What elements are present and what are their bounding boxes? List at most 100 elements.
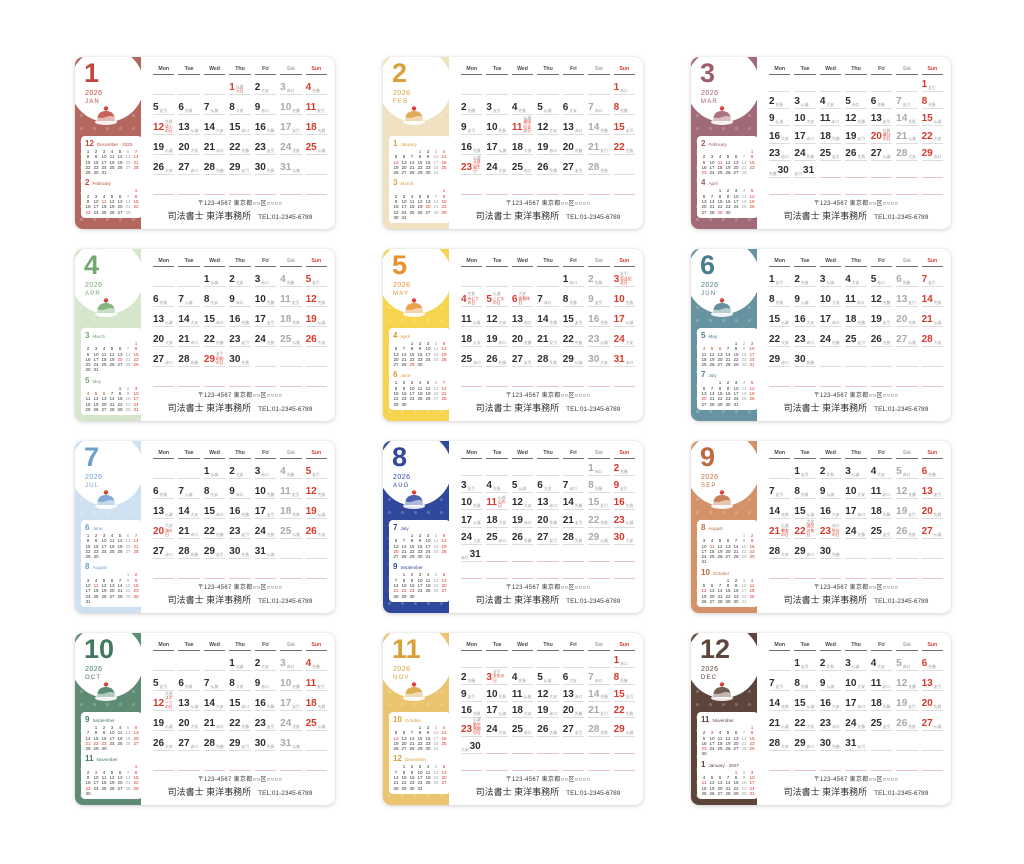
date-number: 13 xyxy=(153,506,165,517)
rokuyo-label: 仏滅 xyxy=(518,487,526,492)
date-annotation: 先勝 xyxy=(883,513,891,517)
date-cell: 10 先負 xyxy=(613,287,635,307)
date-number: 29 xyxy=(203,354,215,365)
date-cell: 7 友引 xyxy=(896,92,918,110)
mini-calendar-title: 12 December xyxy=(393,754,448,763)
mini-day: 8 xyxy=(126,577,130,583)
date-number: 30 xyxy=(588,354,600,365)
mini-day: 4 xyxy=(102,193,106,199)
mini-day: 21 xyxy=(741,740,747,746)
date-number: 8 xyxy=(794,486,800,497)
date-cell: 9 仏滅 xyxy=(794,287,816,307)
date-number: 5 xyxy=(511,480,518,492)
empty-cell xyxy=(511,754,534,771)
mini-month-label: October xyxy=(404,718,422,723)
date-cell: 29 赤口 xyxy=(769,347,791,367)
empty-cell xyxy=(178,175,200,195)
rokuyo-label: 先勝 xyxy=(523,538,532,543)
date-number: 27 xyxy=(537,531,549,543)
date-cell: 30 大安 xyxy=(613,528,635,545)
panel-circle xyxy=(75,249,144,314)
mini-day: 29 xyxy=(125,593,131,599)
date-cell: 14 大安 xyxy=(178,307,200,327)
date-cell: 21 仏滅 xyxy=(896,126,918,144)
date-row: 17 仏滅 18 大安 19 赤口 20 先勝 21 友引 22 先負 23 仏滅 xyxy=(459,510,637,528)
mini-calendar-title: 4 April xyxy=(701,178,756,187)
date-cell xyxy=(537,459,559,477)
date-cell: 16 先負 xyxy=(613,493,635,511)
mini-day: 30 xyxy=(409,785,415,791)
month-grid-area: Mon Tue Wed Thu Fri Sat Sun 1 赤口 2 先勝 3 友引 4 先負 5 仏滅 6 大安… xyxy=(459,448,637,579)
date-cell: 3 友引 憲法記念日 xyxy=(613,267,635,287)
mini-day: 21 xyxy=(401,548,407,554)
weekday-label: Wed xyxy=(203,448,226,459)
date-annotation: 先勝 xyxy=(468,679,476,683)
rokuyo-label: 赤口 xyxy=(594,469,603,474)
date-cell: 23 赤口 xyxy=(819,711,842,731)
panel-circle xyxy=(691,633,760,698)
date-number: 27 xyxy=(178,162,190,173)
mini-day: 27 xyxy=(393,362,399,368)
month-grid-area: Mon Tue Wed Thu Fri Sat Sun 1 仏滅 2 大安 3 赤口 4 先勝 5 友引 6 先負… xyxy=(151,448,329,579)
date-number: 22 xyxy=(229,142,241,153)
date-annotation: 先勝 xyxy=(241,725,249,729)
office-address: 〒123-4567 東京都○○区○○○○ xyxy=(197,777,283,783)
mini-day: 22 xyxy=(401,588,407,594)
date-number: 10 xyxy=(845,486,857,497)
mini-calendar-grid: 1 2 3 4 5 6 7 8 9 10 11 12 13 14 15 16 17 18 19 20 21 22 23 24 2… xyxy=(84,386,140,412)
panel-circle xyxy=(75,57,144,122)
date-cell: 2 先負 xyxy=(769,92,791,110)
rokuyo-label: 大安 xyxy=(933,340,942,345)
mini-day: 24 xyxy=(93,362,99,368)
rokuyo-label: 先負 xyxy=(908,320,916,325)
date-annotation: 仏滅 xyxy=(781,321,789,325)
date-cell: 26 大安 xyxy=(153,731,175,751)
rokuyo-label: 先勝 xyxy=(286,472,295,477)
rokuyo-label: 赤口 xyxy=(781,154,789,159)
date-number: 18 xyxy=(305,698,317,709)
holiday-label: 秋分の日 xyxy=(831,528,840,537)
date-number: 23 xyxy=(794,334,806,345)
date-annotation: 大安 xyxy=(877,473,885,477)
date-rows: 1 赤口 2 先勝 3 友引 4 先負 5 仏滅 6 大安 7 赤口 8 先勝 9 友引 10 先負 11 仏滅 建国記念の… xyxy=(459,75,637,195)
mini-day: 3 xyxy=(710,730,714,736)
rokuyo-label: 先負 xyxy=(292,724,300,729)
mini-day: 25 xyxy=(433,356,439,362)
date-number: 7 xyxy=(588,671,594,683)
mini-day: 27 xyxy=(425,209,431,215)
date-number: 16 xyxy=(254,122,266,133)
date-cell: 27 仏滅 xyxy=(870,144,893,161)
weekday-label: Thu xyxy=(537,256,559,267)
date-annotation: 仏滅 xyxy=(776,120,784,124)
date-number: 23 xyxy=(254,142,266,153)
mini-day: 30 xyxy=(741,790,747,796)
rokuyo-label: 先負 xyxy=(317,704,326,709)
date-annotation: 友引 xyxy=(549,539,557,543)
date-annotation: 先負 xyxy=(934,513,942,517)
mini-calendar-grid: 1 2 3 4 5 6 7 8 9 10 11 12 13 14 15 16 17 18 19 20 21 22 23 24 2… xyxy=(84,725,140,751)
date-number: 26 xyxy=(537,162,549,173)
mini-day: 1 xyxy=(134,188,138,194)
date-number: 8 xyxy=(794,678,800,689)
month-year: 2026 xyxy=(701,282,719,289)
mini-day: 21 xyxy=(133,159,139,165)
date-number: 17 xyxy=(486,142,498,153)
weekday-label: Wed xyxy=(203,640,226,651)
rokuyo-label: 先勝 xyxy=(292,684,300,689)
empty-cell xyxy=(896,367,918,387)
date-cell: 23 仏滅 天皇誕生日 xyxy=(461,155,483,175)
date-cell: 25 赤口 xyxy=(511,155,534,175)
rokuyo-label: 友引 xyxy=(594,300,603,305)
office-tel: TEL:01-2345-6789 xyxy=(874,790,929,797)
rokuyo-label: 友引 xyxy=(574,168,583,173)
mini-day: 18 xyxy=(709,548,715,554)
month-abbr: JUN xyxy=(701,291,717,297)
mini-day: 2 xyxy=(702,154,706,160)
mini-calendar: 3 March 1 2 3 4 5 6 7 8 9 10 11 12 13 14 15 16 17 18 19 20 21 2… xyxy=(392,178,448,220)
date-annotation: 大安 xyxy=(236,685,244,689)
date-cell: 7 友引 xyxy=(769,671,791,691)
date-cell: 2 先勝 xyxy=(461,95,483,115)
date-cell: 17 仏滅 xyxy=(461,510,483,528)
date-annotation: 大安 xyxy=(261,665,269,669)
month-grid-area: Mon Tue Wed Thu Fri Sat Sun 1 友引 2 先負 3 仏滅 4 大安 5 赤口 6 先勝… xyxy=(767,640,945,771)
